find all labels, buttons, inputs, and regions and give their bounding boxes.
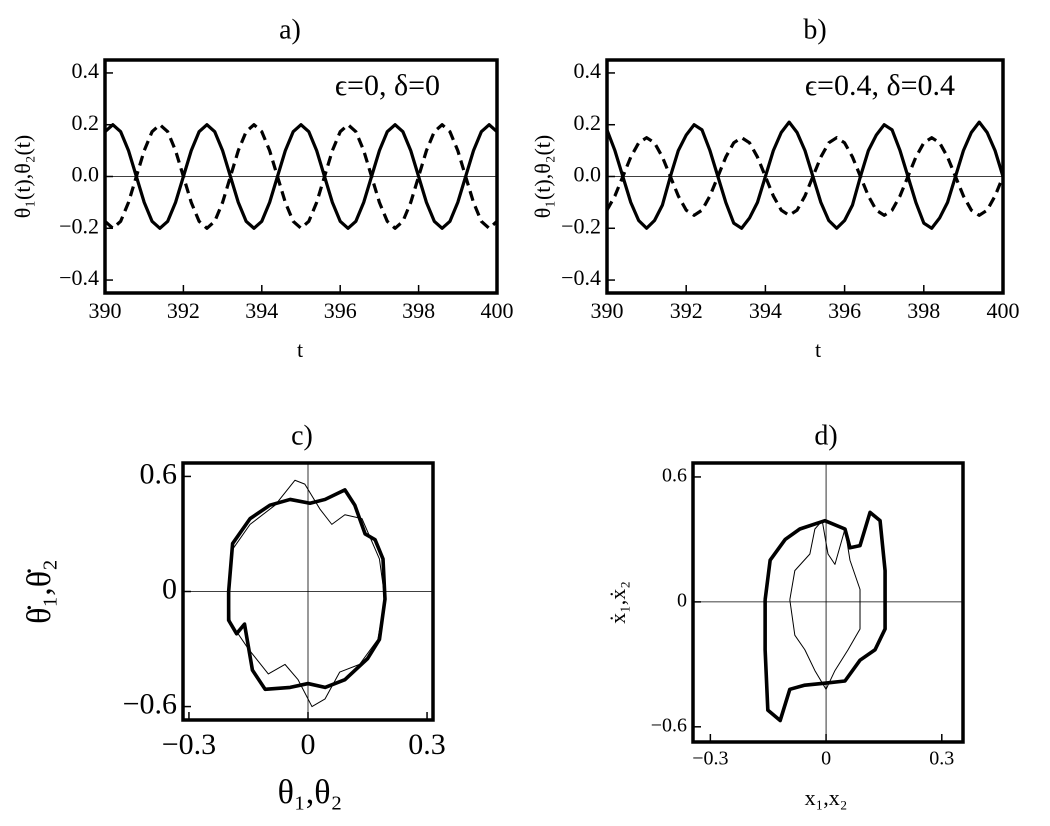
x-tick-label: 0.3 [929,748,954,770]
y-tick-label: 0 [162,572,177,605]
x-tick-label: 394 [749,298,782,323]
y-tick-label: −0.2 [561,213,601,238]
data-line [103,123,499,230]
x-tick-label: 394 [245,298,278,323]
plot-frame [181,461,435,722]
x-tick-label: 398 [907,298,940,323]
plot-frame [691,461,965,744]
x-tick-label: 400 [481,298,514,323]
x-tick-label: −0.3 [162,728,216,761]
x-axis-label: x₁,x₂ [805,785,848,810]
x-tick-label: 0 [301,728,316,761]
plot-frame [605,58,1005,295]
y-tick-label: 0.0 [72,162,100,187]
y-tick-label: 0.0 [574,162,602,187]
data-line [103,123,499,230]
y-tick-label: 0.2 [72,110,100,135]
plot-frame [103,58,499,295]
y-tick-label: 0.6 [140,457,178,490]
y-tick-label: 0 [677,589,687,611]
x-tick-label: 0 [821,748,831,770]
x-tick-label: 396 [828,298,861,323]
x-tick-label: 390 [591,298,624,323]
x-tick-label: 390 [89,298,122,323]
phase-curve [763,510,887,723]
data-line [605,136,1005,217]
y-tick-label: −0.2 [59,213,99,238]
x-tick-label: 396 [324,298,357,323]
panel-title: a) [279,14,301,45]
x-tick-label: 0.3 [408,728,446,761]
y-tick-label: 0.2 [574,110,602,135]
y-tick-label: −0.6 [123,687,177,720]
y-tick-label: 0.4 [72,58,100,83]
y-axis-label: θ̇₁,θ̇₂ [21,559,58,624]
x-tick-label: 400 [987,298,1020,323]
panel-title: b) [803,14,826,45]
panel-title: d) [814,420,837,451]
y-tick-label: −0.4 [561,265,601,290]
x-axis-label: t [297,337,303,362]
x-tick-label: 392 [670,298,703,323]
phase-curve [228,479,386,708]
annotation: ϵ=0.4, δ=0.4 [805,69,955,102]
y-axis-label: θ₁(t),θ₂(t) [10,135,35,218]
annotation: ϵ=0, δ=0 [335,69,440,102]
phase-curve [226,488,387,692]
x-tick-label: 392 [167,298,200,323]
panel-title: c) [291,420,313,451]
data-line [605,120,1005,230]
x-axis-label: θ₁,θ₂ [278,774,343,811]
y-tick-label: −0.6 [651,714,687,736]
y-axis-label: ẋ₁,ẋ₂ [605,581,630,624]
y-axis-label: θ₁(t),θ₂(t) [530,135,555,218]
phase-curve [789,520,861,690]
x-axis-label: t [815,337,821,362]
y-tick-label: −0.4 [59,265,99,290]
y-tick-label: 0.4 [574,58,602,83]
x-tick-label: −0.3 [692,748,728,770]
y-tick-label: 0.6 [662,465,687,487]
x-tick-label: 398 [402,298,435,323]
